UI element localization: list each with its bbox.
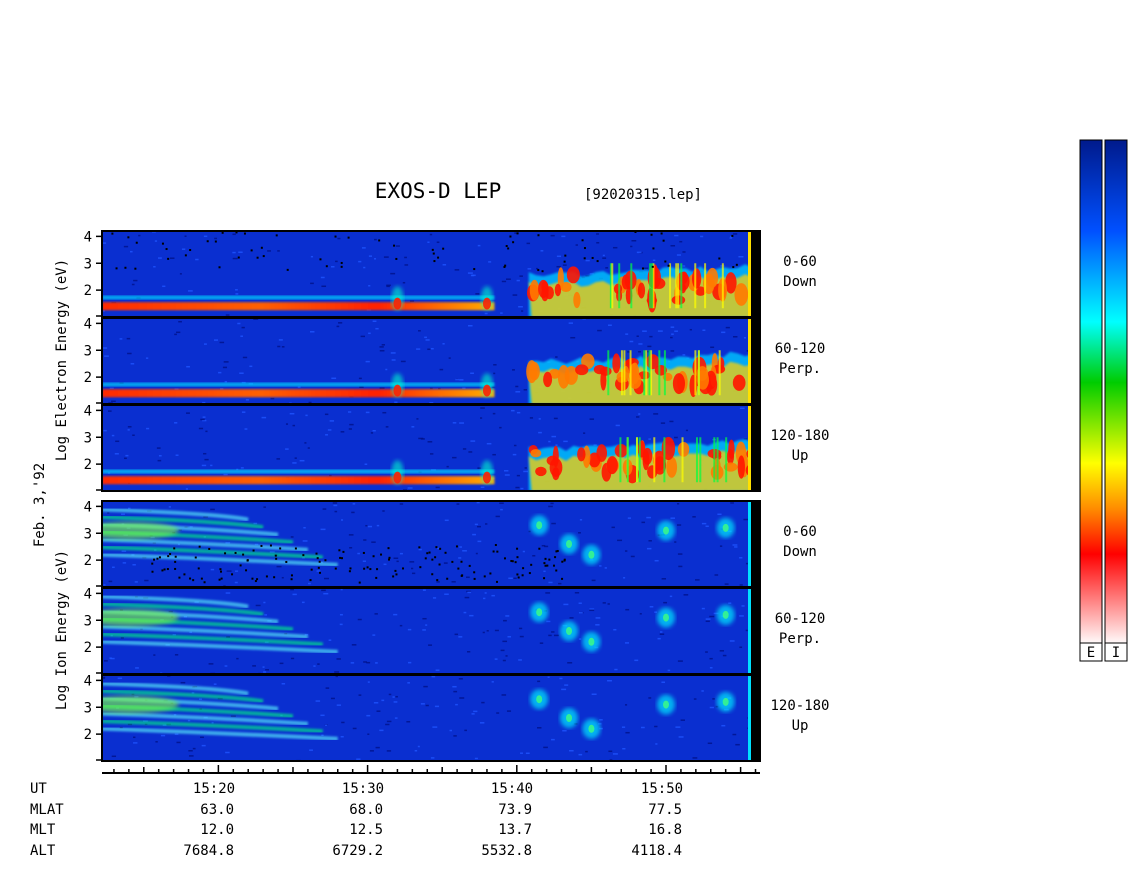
ephemeris-row-label: MLAT (30, 802, 64, 818)
y-tick-label: 4 (84, 229, 92, 245)
ephemeris-mlt: 13.7 (498, 822, 532, 838)
ephemeris-row-label: MLT (30, 822, 56, 838)
pitch-direction-label: Perp. (779, 631, 821, 647)
y-tick-label: 3 (84, 343, 92, 359)
pitch-direction-label: Up (792, 448, 809, 464)
ephemeris-ut: 15:30 (342, 781, 384, 797)
panel-ion-up: 4 3 2 120-180 Up (84, 673, 830, 762)
ephemeris-row-label: ALT (30, 843, 56, 859)
pitch-range-label: 0-60 (783, 254, 817, 270)
panel-frame (101, 404, 761, 492)
pitch-direction-label: Perp. (779, 361, 821, 377)
y-tick-label: 3 (84, 613, 92, 629)
ephemeris-mlat: 73.9 (498, 802, 532, 818)
panel-ion-perp: 4 3 2 60-120 Perp. (84, 586, 826, 675)
ephemeris-table: UT MLAT MLT ALT 15:20 63.0 12.0 7684.8 15:30 68.0… (30, 781, 683, 859)
ephemeris-mlat: 63.0 (200, 802, 234, 818)
ephemeris-alt: 6729.2 (332, 843, 383, 859)
time-axis (102, 765, 760, 774)
colorbar-electron (1079, 139, 1103, 646)
y-tick-label: 3 (84, 700, 92, 716)
panel-ion-down: 4 3 2 0-60 Down (84, 499, 817, 588)
chart-title: EXOS-D LEP (375, 179, 501, 203)
pitch-range-label: 0-60 (783, 524, 817, 540)
ephemeris-alt: 5532.8 (481, 843, 532, 859)
colorbar-label-i: I (1112, 645, 1120, 661)
y-tick-label: 3 (84, 430, 92, 446)
panel-electron-perp: 4 3 2 60-120 Perp. (84, 316, 826, 405)
y-tick-label: 4 (84, 316, 92, 332)
file-label: [92020315.lep] (584, 187, 702, 203)
y-tick-label: 4 (84, 499, 92, 515)
ephemeris-row-label: UT (30, 781, 47, 797)
ephemeris-mlt: 12.0 (200, 822, 234, 838)
y-tick-label: 3 (84, 256, 92, 272)
y-tick-label: 3 (84, 526, 92, 542)
panel-frame (101, 674, 761, 762)
ion-ylabel: Log Ion Energy (eV) (54, 550, 70, 710)
ephemeris-mlt: 12.5 (349, 822, 383, 838)
y-tick-label: 2 (84, 553, 92, 569)
date-label: Feb. 3,'92 (32, 463, 48, 547)
pitch-range-label: 60-120 (775, 341, 826, 357)
y-tick-label: 2 (84, 370, 92, 386)
colorbar-label-e: E (1087, 645, 1095, 661)
ephemeris-mlat: 68.0 (349, 802, 383, 818)
ephemeris-mlt: 16.8 (648, 822, 682, 838)
panel-electron-up: 4 3 2 120-180 Up (84, 403, 830, 492)
pitch-direction-label: Up (792, 718, 809, 734)
ephemeris-alt: 7684.8 (183, 843, 234, 859)
ephemeris-mlat: 77.5 (648, 802, 682, 818)
pitch-direction-label: Down (783, 544, 817, 560)
panel-electron-down: 4 3 2 0-60 Down (84, 229, 817, 318)
ephemeris-alt: 4118.4 (631, 843, 682, 859)
ephemeris-ut: 15:40 (491, 781, 533, 797)
y-tick-label: 2 (84, 727, 92, 743)
colorbar-ion (1104, 139, 1128, 646)
y-tick-label: 4 (84, 403, 92, 419)
ephemeris-ut: 15:50 (641, 781, 683, 797)
y-tick-label: 2 (84, 457, 92, 473)
y-tick-label: 4 (84, 586, 92, 602)
ephemeris-ut: 15:20 (193, 781, 235, 797)
spectrogram-panels: 4 3 2 0-60 Down 4 3 2 60-120 Perp. 4 3 2 120-180 Up 4 3 2… (84, 229, 830, 762)
pitch-range-label: 120-180 (770, 428, 829, 444)
y-tick-label: 4 (84, 673, 92, 689)
pitch-direction-label: Down (783, 274, 817, 290)
y-tick-label: 2 (84, 283, 92, 299)
pitch-range-label: 60-120 (775, 611, 826, 627)
colorbar: E I (1079, 139, 1128, 662)
pitch-range-label: 120-180 (770, 698, 829, 714)
electron-ylabel: Log Electron Energy (eV) (54, 259, 70, 461)
y-tick-label: 2 (84, 640, 92, 656)
